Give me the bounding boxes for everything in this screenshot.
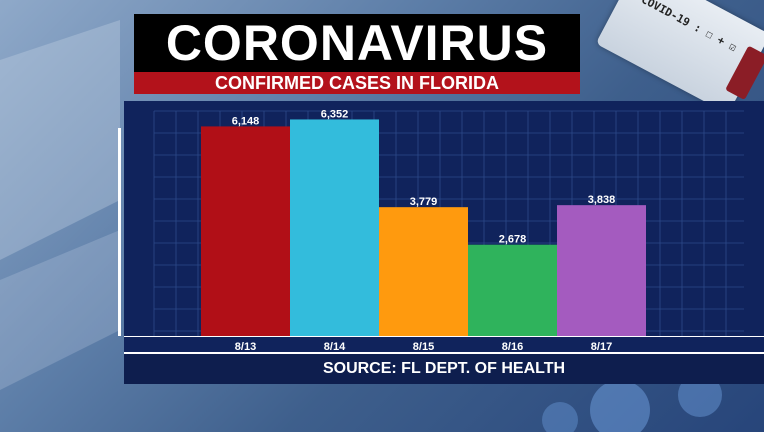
bar-8-13 (201, 126, 290, 336)
data-label: 2,678 (499, 234, 527, 246)
x-tick-label: 8/16 (502, 341, 523, 352)
chart-subtitle: CONFIRMED CASES IN FLORIDA (134, 72, 580, 94)
x-tick-label: 8/14 (324, 341, 346, 352)
bar-8-16 (468, 244, 557, 336)
bar-8-14 (290, 119, 379, 336)
x-tick-label: 8/17 (591, 341, 612, 352)
source-caption: SOURCE: FL DEPT. OF HEALTH (124, 352, 764, 384)
x-tick-label: 8/15 (413, 341, 434, 352)
data-label: 6,148 (232, 115, 260, 127)
bar-8-17 (557, 205, 646, 336)
data-label: 3,838 (588, 194, 616, 206)
bar-8-15 (379, 207, 468, 336)
bar-chart: 6,148 8/13 6,352 8/14 3,779 8/15 2,678 8/16 3,83… (124, 108, 764, 352)
panel-edge-accent (118, 128, 121, 336)
data-label: 3,779 (410, 196, 438, 208)
x-tick-label: 8/13 (235, 341, 256, 352)
page-title: CORONAVIRUS (134, 14, 580, 72)
title-block: CORONAVIRUS CONFIRMED CASES IN FLORIDA (134, 14, 580, 94)
data-label: 6,352 (321, 108, 349, 120)
